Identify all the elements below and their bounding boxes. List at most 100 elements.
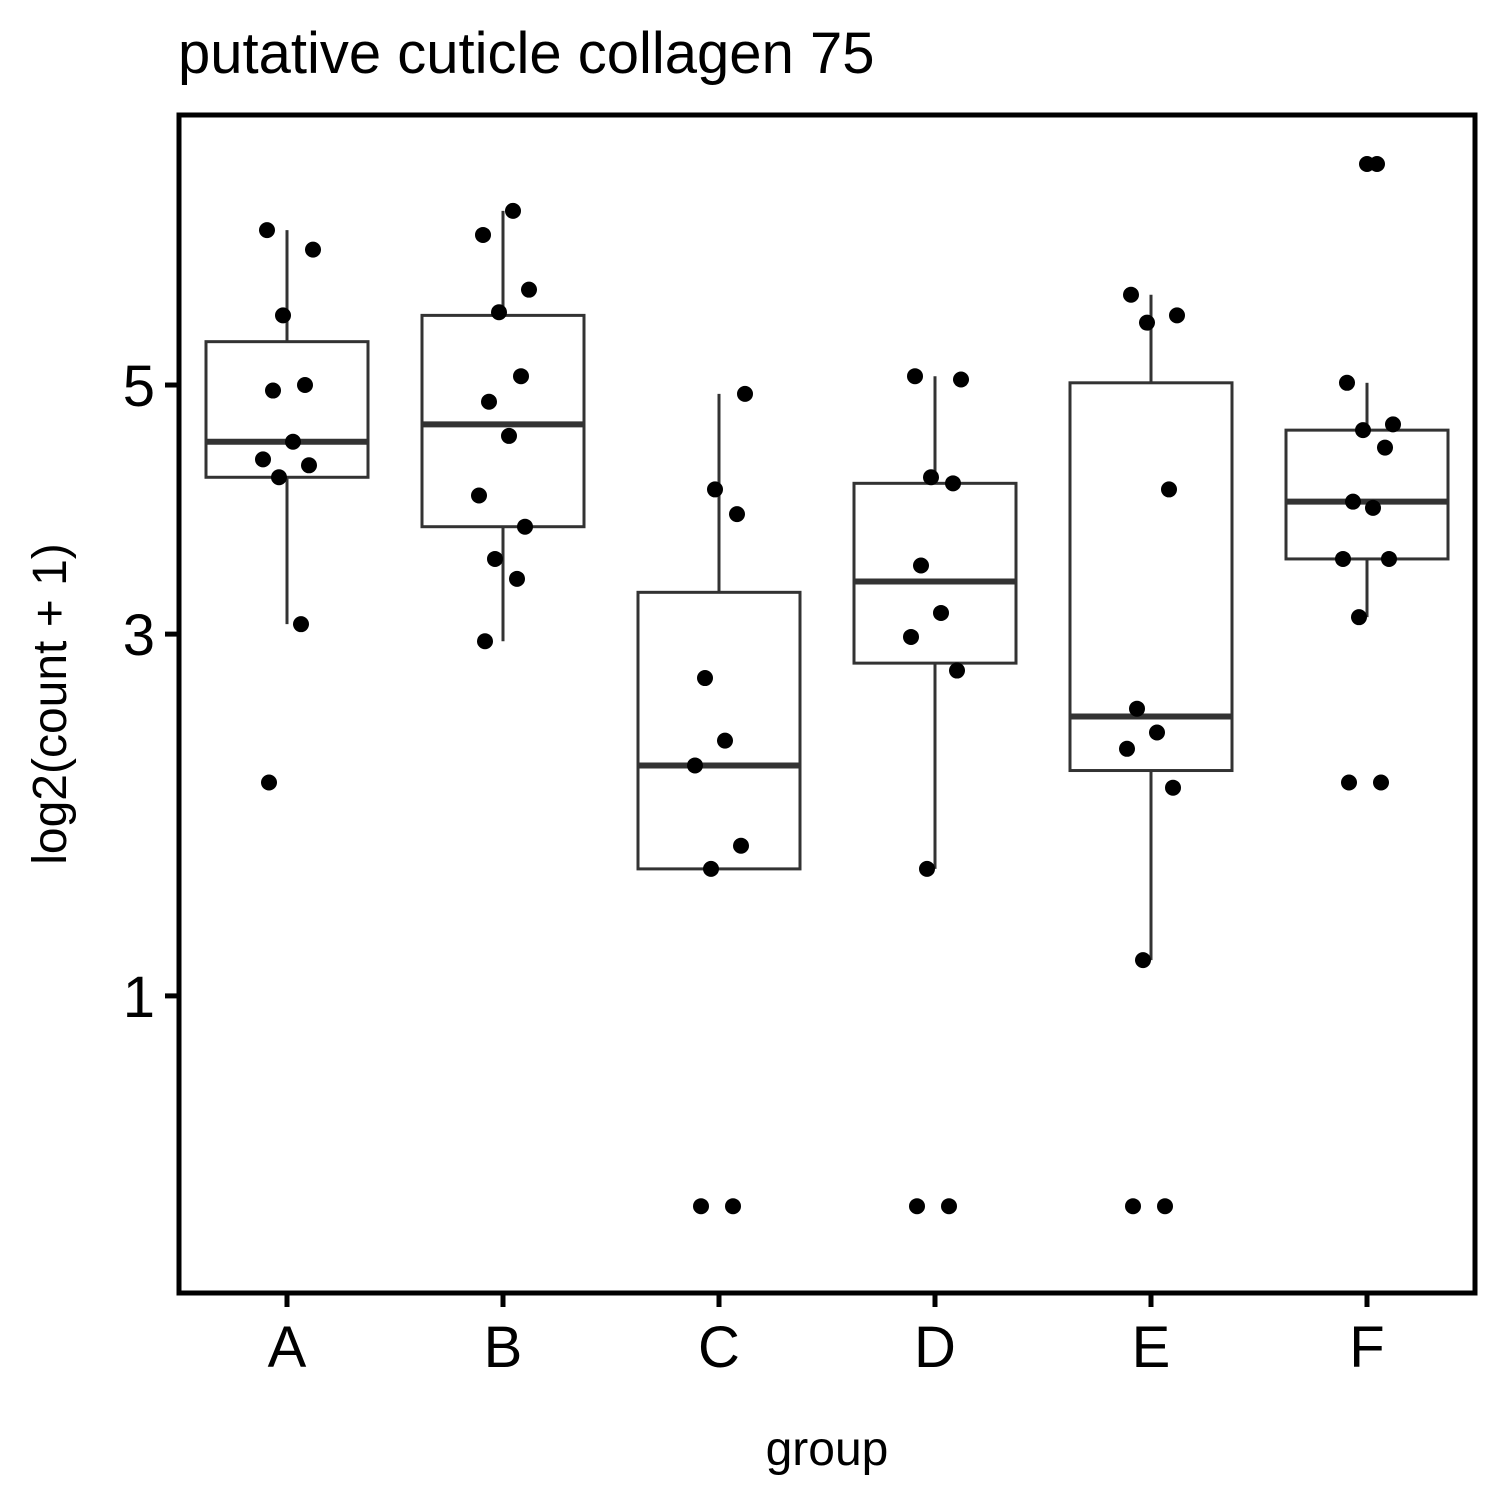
data-point — [477, 633, 493, 650]
data-point — [517, 518, 533, 535]
data-point — [1339, 374, 1355, 391]
data-point — [945, 475, 961, 492]
data-point — [1157, 1198, 1173, 1215]
box-body — [204, 340, 370, 479]
data-point — [265, 382, 281, 399]
data-point — [1365, 499, 1381, 516]
box-F — [1284, 382, 1450, 618]
data-point — [1161, 481, 1177, 498]
data-point — [1355, 422, 1371, 439]
data-point — [1169, 307, 1185, 324]
data-point — [703, 860, 719, 877]
data-point — [913, 557, 929, 574]
data-point — [1135, 952, 1151, 969]
data-point — [297, 377, 313, 394]
x-tick-label: E — [1132, 1315, 1171, 1380]
box-body — [1284, 428, 1450, 561]
data-point — [1119, 740, 1135, 757]
data-point — [481, 393, 497, 410]
box-D — [852, 376, 1018, 869]
data-point — [941, 1198, 957, 1215]
box-body — [636, 590, 802, 871]
data-point — [285, 433, 301, 450]
y-tick-label: 5 — [123, 354, 155, 419]
data-point — [1139, 314, 1155, 331]
points-C — [687, 385, 753, 1215]
boxes-layer — [204, 210, 1450, 961]
data-point — [255, 451, 271, 468]
data-point — [1149, 724, 1165, 741]
data-point — [1335, 550, 1351, 567]
box-A — [204, 230, 370, 625]
data-point — [725, 1198, 741, 1215]
data-point — [1341, 774, 1357, 791]
points-B — [471, 202, 537, 650]
data-point — [505, 202, 521, 219]
points-A — [255, 222, 321, 791]
y-tick-label: 1 — [123, 965, 155, 1030]
y-axis-label: log2(count + 1) — [24, 543, 77, 865]
data-point — [737, 385, 753, 402]
data-point — [1129, 700, 1145, 717]
data-point — [729, 506, 745, 523]
data-point — [687, 757, 703, 774]
x-tick-label: B — [484, 1315, 523, 1380]
box-body — [1068, 381, 1234, 773]
data-point — [933, 604, 949, 621]
points-E — [1119, 286, 1185, 1215]
x-tick-label: A — [268, 1315, 307, 1380]
data-point — [1373, 774, 1389, 791]
x-tick-label: C — [698, 1315, 740, 1380]
data-point — [501, 427, 517, 444]
data-point — [707, 481, 723, 498]
data-point — [953, 371, 969, 388]
data-point — [471, 487, 487, 504]
data-point — [919, 860, 935, 877]
data-point — [697, 670, 713, 687]
data-point — [1385, 416, 1401, 433]
data-point — [509, 570, 525, 587]
plot-frame — [176, 112, 1478, 1296]
points-layer — [255, 156, 1401, 1215]
data-point — [923, 469, 939, 486]
data-point — [733, 837, 749, 854]
data-point — [1345, 493, 1361, 510]
data-point — [1351, 609, 1367, 626]
x-tick-label: D — [914, 1315, 956, 1380]
y-axis: 1 3 5 — [123, 354, 179, 1030]
points-F — [1335, 156, 1401, 791]
y-tick-label: 3 — [123, 603, 155, 668]
data-point — [491, 304, 507, 321]
data-point — [475, 226, 491, 243]
x-tick-label: F — [1349, 1315, 1384, 1380]
data-point — [903, 628, 919, 645]
data-point — [909, 1198, 925, 1215]
data-point — [301, 457, 317, 474]
data-point — [293, 616, 309, 633]
box-body — [420, 313, 586, 529]
data-point — [907, 368, 923, 385]
data-point — [1359, 156, 1375, 172]
chart-title: putative cuticle collagen 75 — [178, 21, 874, 86]
data-point — [271, 469, 287, 486]
data-point — [305, 241, 321, 258]
box-E — [1068, 294, 1234, 961]
data-point — [1377, 439, 1393, 456]
data-point — [1125, 1198, 1141, 1215]
box-body — [852, 481, 1018, 665]
data-point — [1165, 779, 1181, 796]
x-axis-label: group — [766, 1423, 889, 1476]
data-point — [1123, 286, 1139, 303]
points-D — [903, 368, 969, 1215]
data-point — [513, 368, 529, 385]
data-point — [717, 732, 733, 749]
x-axis: A B C D E F — [268, 1293, 1385, 1380]
data-point — [949, 662, 965, 679]
box-B — [420, 210, 586, 642]
data-point — [259, 222, 275, 239]
data-point — [487, 550, 503, 567]
data-point — [275, 307, 291, 324]
data-point — [1381, 550, 1397, 567]
data-point — [261, 774, 277, 791]
